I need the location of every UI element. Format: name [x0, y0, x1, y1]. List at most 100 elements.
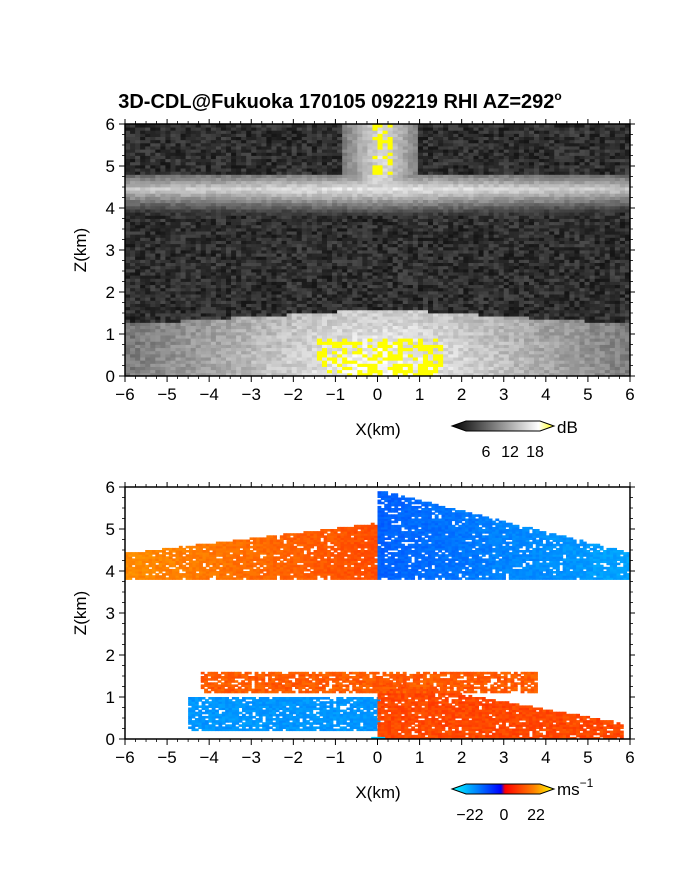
- reflectivity-cell: [266, 338, 272, 342]
- reflectivity-cell: [518, 253, 525, 257]
- reflectivity-cell: [210, 366, 217, 371]
- reflectivity-cell: [276, 313, 282, 317]
- reflectivity-cell: [286, 338, 293, 342]
- reflectivity-cell: [175, 303, 181, 308]
- reflectivity-cell: [448, 372, 454, 377]
- reflectivity-cell: [215, 325, 222, 330]
- reflectivity-cell: [306, 268, 313, 273]
- reflectivity-cell: [372, 290, 378, 295]
- reflectivity-cell: [357, 259, 363, 263]
- reflectivity-cell: [145, 278, 151, 282]
- reflectivity-cell: [624, 281, 631, 286]
- reflectivity-cell: [316, 335, 323, 339]
- reflectivity-cell: [251, 369, 257, 374]
- reflectivity-cell: [296, 331, 303, 336]
- reflectivity-cell: [488, 278, 495, 282]
- reflectivity-cell: [316, 341, 323, 345]
- reflectivity-cell: [624, 231, 631, 235]
- reflectivity-cell: [301, 347, 308, 352]
- reflectivity-cell: [468, 231, 474, 235]
- reflectivity-cell: [397, 227, 404, 232]
- reflectivity-cell: [518, 331, 525, 336]
- reflectivity-cell: [220, 281, 227, 286]
- reflectivity-cell: [165, 243, 171, 248]
- reflectivity-cell: [599, 372, 606, 377]
- reflectivity-cell: [589, 221, 596, 226]
- reflectivity-cell: [574, 227, 580, 232]
- reflectivity-cell: [135, 357, 141, 361]
- reflectivity-cell: [306, 287, 313, 292]
- reflectivity-cell: [286, 246, 293, 251]
- reflectivity-cell: [347, 303, 353, 308]
- reflectivity-cell: [463, 331, 469, 336]
- reflectivity-cell: [175, 360, 181, 364]
- reflectivity-cell: [534, 275, 540, 279]
- reflectivity-cell: [559, 316, 565, 320]
- reflectivity-cell: [529, 350, 535, 355]
- reflectivity-cell: [614, 294, 621, 298]
- reflectivity-cell: [402, 303, 409, 308]
- reflectivity-cell: [165, 227, 171, 232]
- reflectivity-cell: [412, 313, 419, 317]
- reflectivity-cell: [145, 287, 151, 292]
- reflectivity-cell: [438, 306, 444, 311]
- reflectivity-cell: [624, 262, 631, 267]
- reflectivity-cell: [220, 322, 227, 326]
- reflectivity-cell: [342, 234, 348, 238]
- reflectivity-cell: [534, 290, 540, 295]
- reflectivity-cell: [503, 272, 510, 276]
- reflectivity-cell: [508, 353, 515, 358]
- reflectivity-cell: [377, 265, 383, 270]
- reflectivity-cell: [554, 243, 560, 248]
- reflectivity-cell: [215, 369, 222, 374]
- reflectivity-cell: [468, 237, 474, 241]
- reflectivity-cell: [185, 268, 192, 273]
- reflectivity-cell: [417, 234, 424, 238]
- reflectivity-cell: [483, 268, 489, 273]
- reflectivity-cell: [306, 275, 313, 279]
- reflectivity-cell: [589, 287, 596, 292]
- reflectivity-cell: [594, 303, 601, 308]
- reflectivity-cell: [276, 243, 282, 248]
- reflectivity-cell: [513, 366, 520, 371]
- reflectivity-cell: [256, 265, 262, 270]
- reflectivity-cell: [589, 290, 596, 295]
- reflectivity-cell: [231, 357, 237, 361]
- reflectivity-cell: [337, 303, 343, 308]
- reflectivity-cell: [614, 357, 621, 361]
- reflectivity-cell: [594, 284, 601, 289]
- reflectivity-cell: [493, 256, 500, 260]
- reflectivity-cell: [609, 316, 616, 320]
- reflectivity-cell: [453, 344, 459, 349]
- reflectivity-cell: [417, 275, 424, 279]
- reflectivity-cell: [251, 363, 257, 367]
- reflectivity-cell: [463, 369, 469, 374]
- reflectivity-cell: [609, 369, 616, 374]
- reflectivity-cell: [251, 281, 257, 286]
- reflectivity-cell: [170, 256, 176, 260]
- reflectivity-cell: [241, 331, 247, 336]
- reflectivity-cell: [347, 246, 353, 251]
- reflectivity-cell: [604, 234, 611, 238]
- reflectivity-cell: [200, 325, 207, 330]
- reflectivity-cell: [544, 284, 550, 289]
- reflectivity-cell: [226, 259, 232, 263]
- reflectivity-cell: [125, 350, 131, 355]
- reflectivity-cell: [412, 360, 419, 364]
- reflectivity-cell: [160, 313, 166, 317]
- reflectivity-cell: [241, 357, 247, 361]
- reflectivity-cell: [584, 331, 590, 336]
- reflectivity-cell: [448, 338, 454, 342]
- reflectivity-cell: [226, 237, 232, 241]
- reflectivity-cell: [155, 234, 161, 238]
- reflectivity-cell: [428, 272, 434, 276]
- reflectivity-cell: [352, 294, 358, 298]
- reflectivity-cell: [372, 268, 378, 273]
- reflectivity-cell: [321, 218, 328, 223]
- reflectivity-cell: [236, 250, 242, 254]
- reflectivity-cell: [559, 290, 565, 295]
- reflectivity-cell: [523, 287, 530, 292]
- reflectivity-cell: [261, 316, 267, 320]
- reflectivity-cell: [246, 284, 252, 289]
- reflectivity-cell: [236, 237, 242, 241]
